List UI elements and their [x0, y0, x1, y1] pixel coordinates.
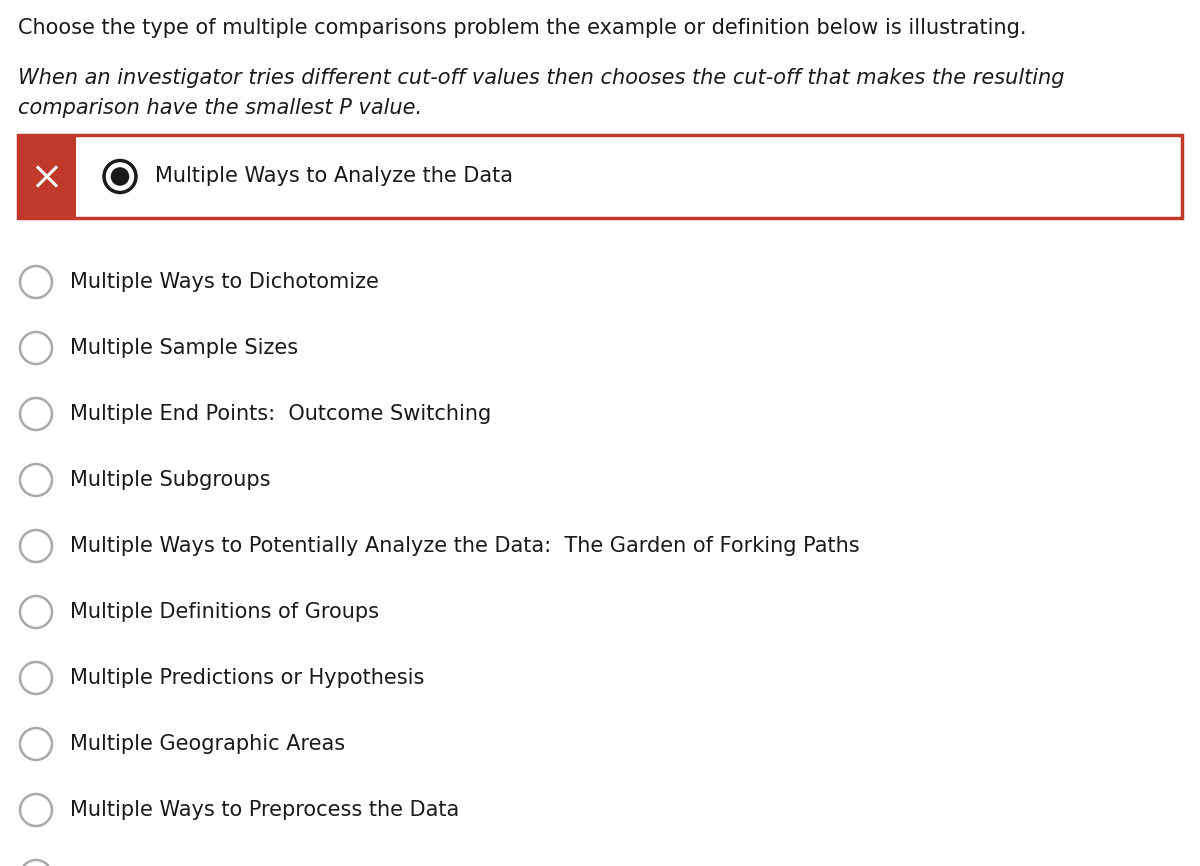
Text: Multiple End Points:  Outcome Switching: Multiple End Points: Outcome Switching: [70, 404, 491, 424]
Text: Multiple Geographic Areas: Multiple Geographic Areas: [70, 734, 346, 754]
Text: Multiple Ways to Potentially Analyze the Data:  The Garden of Forking Paths: Multiple Ways to Potentially Analyze the…: [70, 536, 859, 556]
Bar: [18, 135, 1182, 218]
Text: comparison have the smallest P value.: comparison have the smallest P value.: [18, 98, 422, 118]
Text: Multiple Predictions or Hypothesis: Multiple Predictions or Hypothesis: [70, 668, 425, 688]
Text: Multiple Ways to Analyze the Data: Multiple Ways to Analyze the Data: [155, 166, 514, 186]
Circle shape: [110, 167, 130, 186]
Text: Multiple Ways to Dichotomize: Multiple Ways to Dichotomize: [70, 272, 379, 292]
Text: Multiple Sample Sizes: Multiple Sample Sizes: [70, 338, 298, 358]
Bar: [18, 135, 76, 218]
Text: Multiple Ways to Preprocess the Data: Multiple Ways to Preprocess the Data: [70, 800, 460, 820]
Text: When an investigator tries different cut-off values then chooses the cut-off tha: When an investigator tries different cut…: [18, 68, 1064, 88]
Text: Choose the type of multiple comparisons problem the example or definition below : Choose the type of multiple comparisons …: [18, 18, 1026, 38]
Text: Multiple Definitions of Groups: Multiple Definitions of Groups: [70, 602, 379, 622]
Text: Multiple Subgroups: Multiple Subgroups: [70, 470, 270, 490]
